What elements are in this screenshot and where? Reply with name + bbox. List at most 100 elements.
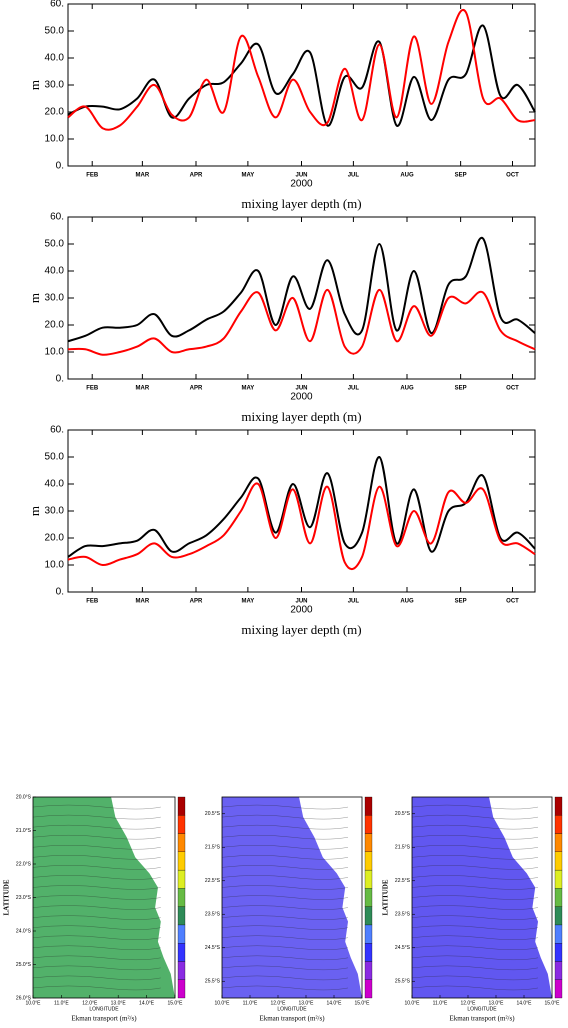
x-tick-label: 15.0°E	[354, 1000, 370, 1006]
y-tick-label: 25.0°S	[16, 962, 32, 968]
x-tick-label: 14.0°E	[516, 1000, 532, 1006]
contour	[411, 915, 539, 920]
plot-frame	[67, 3, 536, 167]
x-tick-label: 12.0°E	[82, 1000, 98, 1006]
y-tick-label: 20.5°S	[395, 811, 411, 817]
y-tick-label: 24.5°S	[395, 945, 411, 951]
contour	[411, 965, 539, 971]
y-tick-label: 20.0	[45, 320, 65, 331]
colorbar-cell	[177, 833, 186, 852]
y-tick-label: 23.5°S	[205, 912, 221, 918]
line-series	[67, 482, 536, 571]
contour	[32, 885, 161, 890]
colorbar-cell	[177, 943, 186, 962]
contour	[32, 985, 161, 991]
x-tick-label: 15.0°E	[544, 1000, 560, 1006]
contour	[221, 975, 349, 981]
y-tick-label: 30.0	[45, 506, 65, 517]
contour	[411, 955, 539, 960]
contour	[411, 875, 539, 880]
y-axis-label: m	[27, 506, 42, 516]
x-tick-label: MAY	[241, 173, 254, 179]
x-tick-label: 13.0°E	[111, 1000, 127, 1006]
colorbar-cell	[177, 888, 186, 907]
y-tick-label: 23.5°S	[395, 912, 411, 918]
y-tick-label: 50.0	[45, 452, 65, 463]
colorbar-cell	[554, 924, 563, 944]
y-tick-label: 10.0	[45, 347, 65, 358]
contour	[221, 865, 349, 870]
colorbar-cell	[177, 979, 186, 999]
y-tick-label: 24.5°S	[205, 945, 221, 951]
line-series	[67, 9, 536, 131]
contour	[32, 895, 161, 900]
colorbar-cell	[554, 869, 563, 889]
y-tick-label: 40.0	[45, 479, 65, 490]
colorbar-cell	[364, 833, 373, 852]
contour	[221, 905, 349, 910]
x-tick-label: 13.0°E	[298, 1000, 314, 1006]
y-tick-label: 30.0	[45, 293, 65, 304]
contour	[221, 895, 349, 900]
chart-title: mixing layer depth (m)	[241, 196, 361, 211]
x-tick-label: MAR	[136, 599, 150, 605]
contour	[411, 925, 539, 930]
contour	[411, 855, 539, 860]
x-tick-label: 11.0°E	[433, 1000, 448, 1006]
contour	[221, 835, 349, 840]
contour	[221, 915, 349, 920]
x-tick-label: JUN	[295, 599, 307, 605]
x-axis-label: LONGITUDE	[277, 1006, 307, 1012]
contour	[411, 845, 539, 850]
colorbar-cell	[364, 943, 373, 962]
contour	[32, 975, 161, 981]
x-tick-label: FEB	[86, 599, 99, 605]
contour	[411, 985, 539, 991]
y-tick-label: 21.5°S	[395, 845, 411, 851]
contour	[411, 804, 539, 810]
line-series	[67, 24, 536, 127]
x-tick-label: APR	[190, 173, 203, 179]
contour	[411, 945, 539, 950]
x-tick-label: FEB	[86, 173, 99, 179]
x-tick-label: APR	[190, 386, 203, 392]
y-tick-label: 60.	[50, 425, 64, 436]
y-tick-label: 20.0°S	[16, 794, 32, 800]
contour	[411, 865, 539, 870]
contour	[411, 975, 539, 981]
contour	[221, 824, 349, 830]
x-tick-label: 12.0°E	[270, 1000, 286, 1006]
map-frame	[221, 796, 363, 999]
contour	[32, 875, 161, 880]
contour	[32, 814, 161, 820]
x-tick-label: JUN	[295, 173, 307, 179]
contour	[32, 925, 161, 930]
colorbar-cell	[364, 961, 373, 980]
contour	[221, 845, 349, 850]
x-axis-label: 2000	[290, 605, 313, 616]
y-tick-label: 0.	[56, 374, 64, 385]
contour	[221, 945, 349, 950]
colorbar-cell	[177, 961, 186, 980]
colorbar-cell	[554, 833, 563, 852]
y-tick-label: 50.0	[45, 26, 65, 37]
y-tick-label: 21.5°S	[205, 845, 221, 851]
contour	[221, 885, 349, 890]
x-tick-label: JUL	[348, 599, 360, 605]
y-tick-label: 22.0°S	[16, 861, 32, 867]
x-tick-label: FEB	[86, 386, 99, 392]
contour	[411, 905, 539, 910]
contour	[221, 925, 349, 930]
contour	[32, 915, 161, 920]
contour	[221, 814, 349, 820]
colorbar-cell	[554, 888, 563, 907]
y-tick-label: 22.5°S	[205, 878, 221, 884]
colorbar-cell	[364, 796, 373, 816]
contour	[221, 955, 349, 960]
x-tick-label: JUL	[348, 386, 360, 392]
contour	[32, 905, 161, 910]
map-frame	[411, 796, 553, 999]
colorbar-cell	[554, 961, 563, 980]
x-tick-label: 14.0°E	[139, 1000, 155, 1006]
colorbar-cell	[177, 815, 186, 834]
